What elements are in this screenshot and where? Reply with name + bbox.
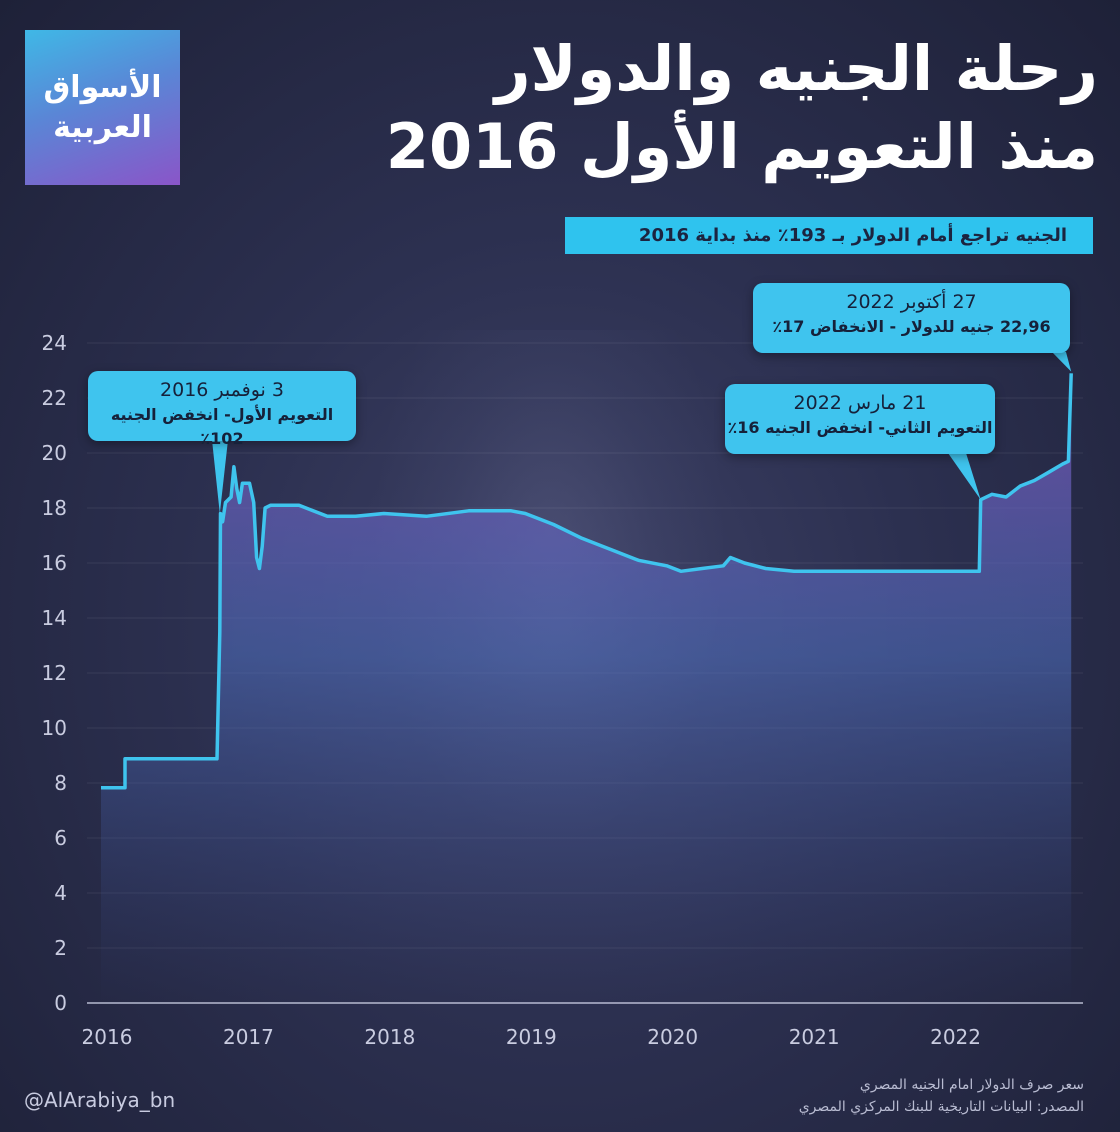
y-tick-label: 16 (42, 551, 67, 575)
brand-logo: الأسواق العربية (25, 30, 180, 185)
series-line (101, 373, 1073, 790)
y-tick-label: 6 (54, 826, 67, 850)
x-tick-label: 2022 (930, 1025, 981, 1049)
logo-line1: الأسواق (43, 69, 162, 105)
x-tick-label: 2018 (364, 1025, 415, 1049)
x-tick-label: 2016 (82, 1025, 133, 1049)
y-tick-label: 20 (42, 441, 67, 465)
page-title: رحلة الجنيه والدولار منذ التعويم الأول 2… (218, 30, 1098, 186)
callout-second-float: 21 مارس 2022 التعويم الثاني- انخفض الجني… (725, 384, 995, 454)
subtitle-banner: الجنيه تراجع أمام الدولار بـ 193٪ منذ بد… (565, 217, 1093, 254)
y-tick-label: 8 (54, 771, 67, 795)
y-tick-label: 24 (42, 331, 67, 355)
callout-pointer (1052, 352, 1072, 372)
y-tick-label: 10 (42, 716, 67, 740)
callout-second-float-desc: التعويم الثاني- انخفض الجنيه 16٪ (727, 418, 993, 437)
callout-first-float: 3 نوفمبر 2016 التعويم الأول- انخفض الجني… (88, 371, 356, 448)
social-handle: @AlArabiya_bn (24, 1088, 176, 1112)
y-tick-label: 22 (42, 386, 67, 410)
source-line2: المصدر: البيانات التاريخية للبنك المركزي… (798, 1099, 1084, 1115)
logo-line2: العربية (53, 109, 152, 145)
callout-october-2022: 27 أكتوبر 2022 22,96 جنيه للدولار - الان… (753, 283, 1070, 353)
callout-october-2022-desc: 22,96 جنيه للدولار - الانخفاض 17٪ (772, 317, 1051, 336)
callout-pointer (948, 453, 981, 500)
x-tick-label: 2019 (506, 1025, 557, 1049)
source-line1: سعر صرف الدولار امام الجنيه المصري (859, 1077, 1084, 1093)
y-tick-label: 14 (42, 606, 67, 630)
title-line1: رحلة الجنيه والدولار (494, 32, 1098, 105)
x-tick-label: 2021 (789, 1025, 840, 1049)
callout-first-float-desc: التعويم الأول- انخفض الجنيه 102٪ (110, 405, 334, 448)
callout-second-float-date: 21 مارس 2022 (793, 392, 927, 414)
x-tick-label: 2020 (647, 1025, 698, 1049)
y-tick-label: 0 (54, 991, 67, 1015)
x-tick-label: 2017 (223, 1025, 274, 1049)
y-tick-label: 4 (54, 881, 67, 905)
callout-october-2022-date: 27 أكتوبر 2022 (846, 291, 977, 313)
callout-pointer (212, 440, 228, 514)
source-note: سعر صرف الدولار امام الجنيه المصري المصد… (799, 1074, 1084, 1118)
series-area (101, 373, 1072, 1003)
y-tick-label: 12 (42, 661, 67, 685)
callout-first-float-date: 3 نوفمبر 2016 (160, 379, 284, 401)
y-tick-label: 2 (54, 936, 67, 960)
y-tick-label: 18 (42, 496, 67, 520)
title-line2: منذ التعويم الأول 2016 (385, 110, 1098, 183)
